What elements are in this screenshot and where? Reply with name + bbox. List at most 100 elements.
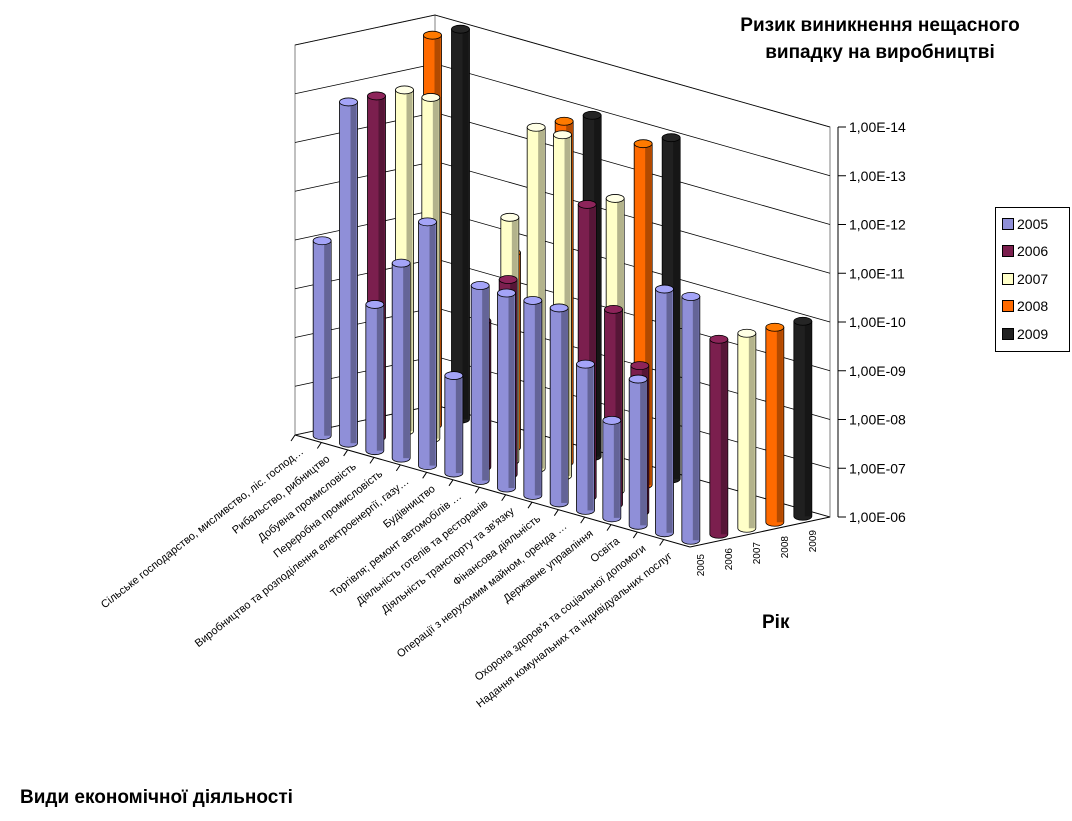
legend-item-2008: 2008 bbox=[1002, 296, 1048, 316]
year-axis-line bbox=[689, 516, 831, 548]
bar-cap bbox=[367, 91, 386, 101]
bar-shade bbox=[429, 221, 436, 466]
bar-cap bbox=[577, 200, 597, 209]
bar-cap bbox=[500, 212, 520, 222]
legend-item-2006: 2006 bbox=[1002, 241, 1048, 261]
z-axis-title: Ризик виникнення нещасного випадку на ви… bbox=[740, 15, 1020, 63]
bar-shade bbox=[564, 134, 571, 476]
category-tick bbox=[553, 509, 559, 516]
x-axis-title: Види економічної діяльності bbox=[20, 787, 293, 808]
bar-cap bbox=[630, 361, 650, 371]
category-tick bbox=[316, 442, 322, 449]
bar-shade bbox=[561, 307, 568, 503]
bar-cap bbox=[395, 85, 414, 95]
legend-label-2006: 2006 bbox=[1017, 243, 1049, 259]
category-label: Торгівля; ремонт автомобілів … bbox=[328, 490, 464, 600]
bar-cap bbox=[554, 116, 574, 126]
bar-2005-8 bbox=[523, 296, 543, 500]
value-tick-label: 1,00E-11 bbox=[849, 265, 905, 281]
bar-cap bbox=[549, 303, 569, 313]
bar-shade bbox=[666, 289, 673, 533]
legend-swatch-2008 bbox=[1002, 300, 1014, 312]
category-tick bbox=[290, 434, 296, 442]
bar-2009-1 bbox=[451, 24, 470, 424]
year-tick-label: 2006 bbox=[724, 548, 735, 571]
legend-swatch-2009 bbox=[1002, 328, 1014, 340]
bar-2008-14 bbox=[765, 322, 785, 527]
bar-shade bbox=[589, 204, 596, 497]
legend-label-2009: 2009 bbox=[1017, 326, 1049, 342]
bar-2005-3 bbox=[391, 258, 411, 463]
category-tick bbox=[632, 531, 638, 539]
bar-cap bbox=[451, 24, 470, 34]
bar-cap bbox=[709, 334, 729, 344]
bar-2005-12 bbox=[628, 374, 648, 530]
category-tick bbox=[580, 516, 586, 524]
value-tick-label: 1,00E-09 bbox=[849, 363, 906, 379]
value-tick-label: 1,00E-12 bbox=[849, 217, 906, 233]
bar-cap bbox=[633, 139, 653, 149]
bar-cap bbox=[655, 284, 674, 294]
category-tick bbox=[448, 479, 454, 487]
gridline bbox=[294, 14, 831, 128]
bar-cap bbox=[576, 359, 595, 369]
legend-label-2008: 2008 bbox=[1017, 298, 1049, 314]
bar-shade bbox=[455, 375, 462, 474]
legend-swatch-2006 bbox=[1002, 245, 1014, 257]
bar-cap bbox=[365, 300, 385, 309]
bar-shade bbox=[378, 95, 385, 438]
bar-2005-0 bbox=[312, 236, 332, 441]
bar-2005-5 bbox=[444, 371, 464, 478]
bar-2005-2 bbox=[365, 300, 385, 456]
category-tick bbox=[343, 449, 349, 457]
bar-2005-14 bbox=[681, 292, 701, 545]
bar-2005-7 bbox=[497, 288, 516, 493]
bar-shade bbox=[615, 309, 622, 505]
bar-shade bbox=[804, 321, 811, 517]
legend-swatch-2007 bbox=[1002, 273, 1014, 285]
bar-cap bbox=[498, 275, 518, 284]
bar-cap bbox=[339, 97, 358, 107]
bar-cap bbox=[604, 304, 623, 314]
legend: 2005 2006 2007 2008 2009 bbox=[995, 207, 1070, 352]
legend-label-2005: 2005 bbox=[1017, 216, 1049, 232]
bar-cap bbox=[497, 288, 516, 298]
bar-cap bbox=[605, 194, 625, 203]
year-tick-label: 2009 bbox=[808, 530, 819, 553]
bar-cap bbox=[421, 93, 441, 102]
category-tick bbox=[501, 494, 507, 502]
bar-shade bbox=[538, 127, 545, 469]
bar-shade bbox=[534, 300, 541, 496]
bar-shade bbox=[720, 339, 727, 535]
bar-2005-4 bbox=[418, 217, 437, 470]
bar-cap bbox=[661, 133, 681, 143]
legend-swatch-2005 bbox=[1002, 218, 1014, 230]
bar-shade bbox=[482, 285, 489, 481]
bar-2005-10 bbox=[576, 359, 595, 515]
bar-shade bbox=[613, 420, 620, 518]
year-tick-label: 2005 bbox=[696, 554, 707, 577]
bar-cap bbox=[526, 122, 546, 132]
value-tick-label: 1,00E-10 bbox=[849, 314, 906, 330]
bar-shade bbox=[324, 240, 331, 436]
bar-2005-1 bbox=[339, 97, 358, 448]
bar-shade bbox=[594, 115, 601, 457]
bar-shade bbox=[645, 143, 652, 485]
legend-label-2007: 2007 bbox=[1017, 271, 1049, 287]
category-tick bbox=[474, 486, 480, 494]
bar-cap bbox=[312, 236, 332, 246]
bar-cap bbox=[523, 296, 543, 305]
value-tick-label: 1,00E-06 bbox=[849, 509, 906, 525]
category-tick bbox=[527, 501, 533, 509]
bar-cap bbox=[737, 328, 757, 338]
bar-shade bbox=[376, 304, 383, 451]
value-tick-label: 1,00E-13 bbox=[849, 168, 906, 184]
category-axis-line bbox=[294, 434, 691, 548]
bar-shade bbox=[673, 137, 680, 479]
bar-cap bbox=[628, 374, 648, 384]
bar-shade bbox=[692, 296, 699, 541]
bar-shade bbox=[640, 379, 647, 526]
legend-item-2005: 2005 bbox=[1002, 214, 1048, 234]
